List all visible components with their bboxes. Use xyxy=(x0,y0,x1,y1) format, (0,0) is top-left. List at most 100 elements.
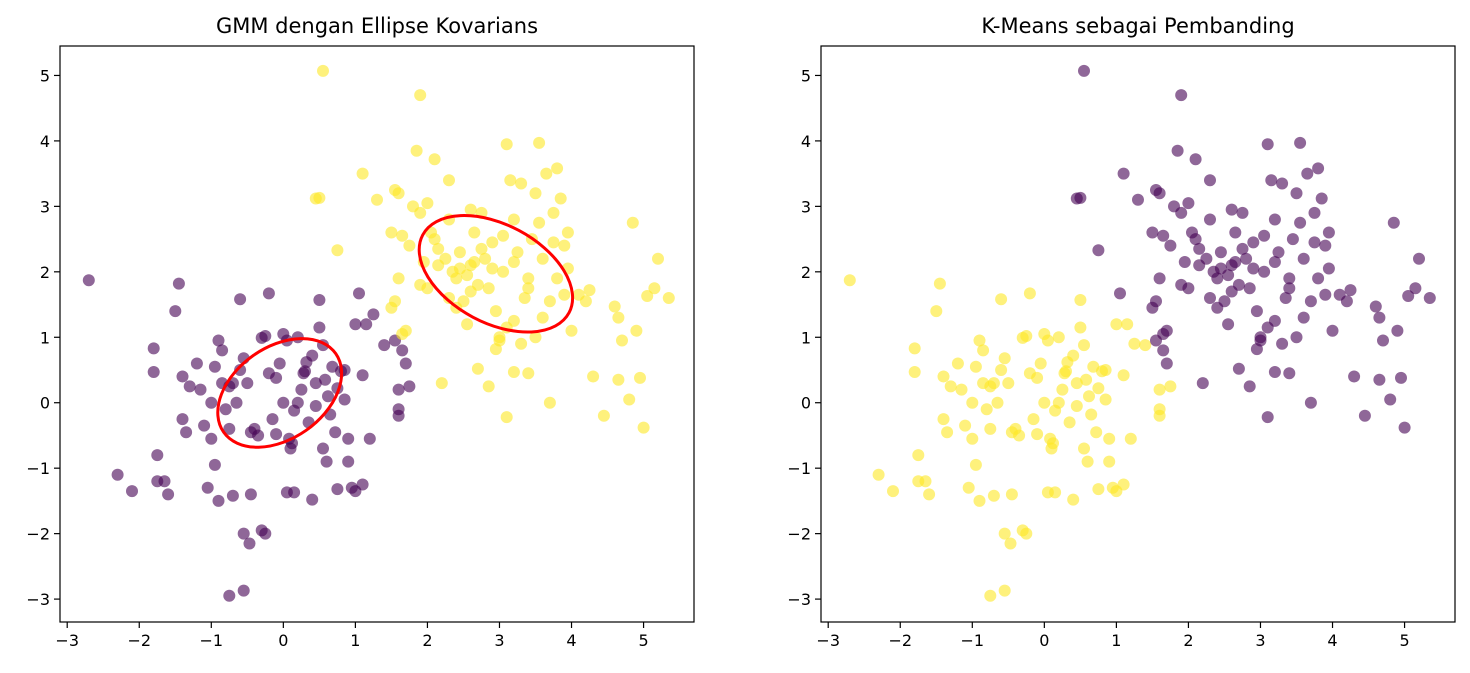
gmm-x-tick-label: −3 xyxy=(55,631,79,650)
gmm-point-series-1 xyxy=(432,259,445,272)
kmeans-point-series-1 xyxy=(1315,192,1328,205)
gmm-axes-frame xyxy=(59,45,695,623)
gmm-point-series-0 xyxy=(190,357,203,370)
gmm-point-series-0 xyxy=(270,371,283,384)
kmeans-point-series-1 xyxy=(1344,284,1357,297)
gmm-point-series-1 xyxy=(547,236,560,249)
gmm-point-series-0 xyxy=(277,396,290,409)
kmeans-point-series-1 xyxy=(1312,272,1325,285)
gmm-point-series-0 xyxy=(243,537,256,550)
kmeans-point-series-0 xyxy=(1078,442,1090,455)
kmeans-point-series-1 xyxy=(1261,411,1274,424)
kmeans-point-series-1 xyxy=(1312,162,1325,175)
gmm-point-series-0 xyxy=(266,413,279,426)
gmm-point-series-0 xyxy=(331,483,344,496)
kmeans-point-series-1 xyxy=(1276,337,1289,350)
gmm-point-series-0 xyxy=(172,277,185,290)
gmm-point-series-0 xyxy=(288,486,301,499)
gmm-point-series-1 xyxy=(489,305,502,318)
gmm-point-series-1 xyxy=(497,229,510,242)
kmeans-point-series-1 xyxy=(1204,213,1216,226)
kmeans-point-series-0 xyxy=(937,413,950,426)
gmm-point-series-1 xyxy=(608,300,621,313)
kmeans-point-series-0 xyxy=(912,449,925,462)
gmm-point-series-1 xyxy=(432,242,445,255)
kmeans-point-series-0 xyxy=(1128,337,1141,350)
kmeans-point-series-1 xyxy=(1276,177,1289,190)
gmm-point-series-1 xyxy=(399,324,412,337)
gmm-point-series-1 xyxy=(468,226,481,239)
kmeans-point-series-1 xyxy=(1308,206,1321,219)
kmeans-point-series-1 xyxy=(1340,295,1353,308)
gmm-point-series-0 xyxy=(147,342,160,355)
kmeans-point-series-0 xyxy=(1049,486,1062,499)
kmeans-y-tick-label: 3 xyxy=(801,197,811,216)
kmeans-point-series-1 xyxy=(1268,366,1281,378)
kmeans-point-series-0 xyxy=(941,426,954,439)
kmeans-x-tick-label: 3 xyxy=(1255,631,1265,650)
gmm-point-series-0 xyxy=(205,396,218,409)
gmm-point-series-1 xyxy=(428,153,441,166)
gmm-point-series-1 xyxy=(522,367,535,380)
kmeans-point-series-0 xyxy=(1052,396,1065,409)
kmeans-point-series-1 xyxy=(1268,314,1281,327)
kmeans-point-series-1 xyxy=(1391,324,1404,337)
kmeans-point-series-1 xyxy=(1279,292,1292,304)
kmeans-point-series-1 xyxy=(1413,252,1425,265)
gmm-point-series-1 xyxy=(403,239,416,252)
gmm-point-series-1 xyxy=(421,197,434,210)
gmm-point-series-1 xyxy=(500,138,513,151)
kmeans-point-series-0 xyxy=(995,293,1008,306)
kmeans-point-series-1 xyxy=(1164,239,1177,252)
kmeans-point-series-1 xyxy=(1211,301,1224,314)
gmm-point-series-0 xyxy=(291,396,304,409)
gmm-point-series-1 xyxy=(529,331,542,344)
kmeans-point-series-0 xyxy=(998,584,1011,597)
gmm-x-tick-label: 3 xyxy=(494,631,504,650)
gmm-point-series-1 xyxy=(515,337,528,350)
kmeans-point-series-1 xyxy=(1373,373,1386,386)
gmm-point-series-1 xyxy=(507,213,520,226)
gmm-point-series-1 xyxy=(587,370,600,383)
gmm-point-series-0 xyxy=(176,413,189,426)
gmm-point-series-0 xyxy=(126,485,138,498)
kmeans-point-series-1 xyxy=(1117,167,1130,180)
kmeans-point-series-0 xyxy=(1083,390,1095,403)
gmm-point-series-1 xyxy=(583,284,596,297)
kmeans-point-series-1 xyxy=(1283,272,1296,285)
kmeans-point-series-0 xyxy=(1002,377,1015,390)
gmm-x-tick-label: 0 xyxy=(278,631,288,650)
kmeans-point-series-0 xyxy=(1005,426,1018,439)
kmeans-point-series-1 xyxy=(1171,144,1184,157)
gmm-point-series-1 xyxy=(464,203,477,216)
kmeans-point-series-0 xyxy=(1074,321,1087,334)
gmm-x-tick-label: 5 xyxy=(638,631,648,650)
gmm-point-series-1 xyxy=(515,177,528,190)
gmm-point-series-0 xyxy=(244,426,257,439)
kmeans-point-series-0 xyxy=(1034,357,1047,370)
kmeans-point-series-1 xyxy=(1153,187,1166,200)
kmeans-point-series-1 xyxy=(1153,272,1166,285)
gmm-point-series-0 xyxy=(356,369,369,382)
kmeans-point-series-0 xyxy=(887,485,899,498)
gmm-point-series-0 xyxy=(367,308,380,321)
kmeans-point-series-1 xyxy=(1319,288,1332,301)
kmeans-point-series-0 xyxy=(973,334,986,347)
kmeans-y-tick-label: −3 xyxy=(787,590,811,609)
kmeans-point-series-0 xyxy=(1110,318,1123,331)
kmeans-point-series-0 xyxy=(1038,396,1051,409)
gmm-x-tick-label: 4 xyxy=(566,631,576,650)
kmeans-point-series-1 xyxy=(1240,252,1253,265)
kmeans-point-series-0 xyxy=(1074,294,1087,306)
kmeans-point-series-0 xyxy=(1080,373,1093,386)
kmeans-point-series-1 xyxy=(1175,89,1188,102)
kmeans-point-series-0 xyxy=(995,364,1008,376)
gmm-point-series-0 xyxy=(317,442,329,455)
gmm-y-tick-label: 2 xyxy=(40,263,50,282)
gmm-point-series-1 xyxy=(648,282,661,295)
kmeans-point-series-0 xyxy=(1056,383,1069,396)
gmm-point-series-0 xyxy=(403,380,416,393)
gmm-point-series-1 xyxy=(641,290,654,302)
gmm-point-series-1 xyxy=(389,295,401,308)
